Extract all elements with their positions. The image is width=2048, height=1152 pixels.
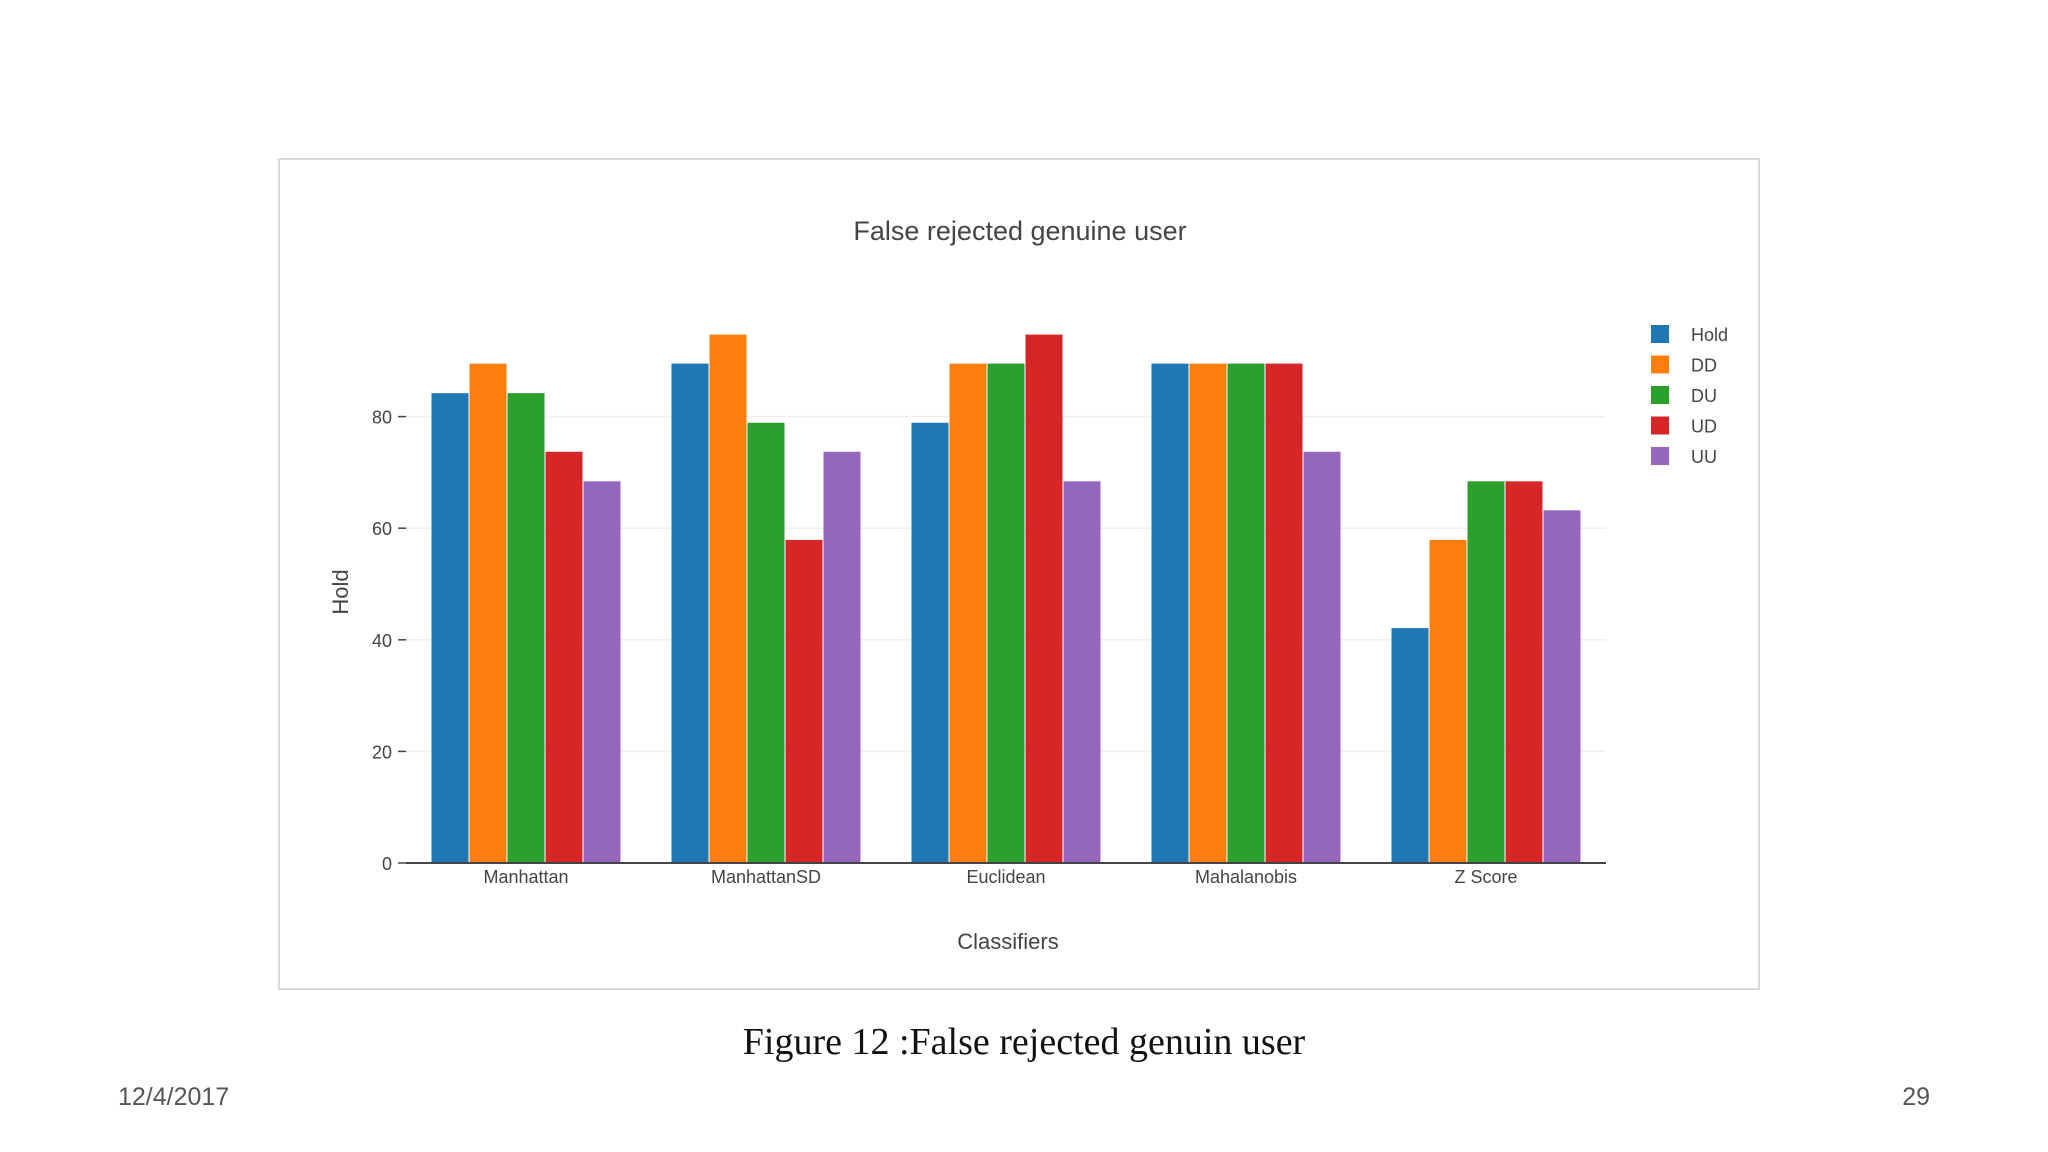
x-tick-label: Z Score bbox=[1454, 867, 1517, 887]
bar-uu-manhattansd[interactable] bbox=[823, 451, 861, 863]
x-tick-label: Mahalanobis bbox=[1195, 867, 1297, 887]
slide-date: 12/4/2017 bbox=[118, 1083, 230, 1111]
bar-du-mahalanobis[interactable] bbox=[1227, 363, 1265, 863]
legend-label[interactable]: UD bbox=[1691, 417, 1717, 437]
legend-swatch[interactable] bbox=[1651, 447, 1669, 465]
legend-label[interactable]: DD bbox=[1691, 356, 1717, 376]
bars bbox=[431, 334, 1581, 864]
bar-hold-manhattansd[interactable] bbox=[671, 363, 709, 863]
legend-swatch[interactable] bbox=[1651, 416, 1669, 435]
bar-uu-z-score[interactable] bbox=[1543, 510, 1581, 863]
legend-swatch[interactable] bbox=[1651, 355, 1669, 374]
y-axis-label: Hold bbox=[328, 569, 353, 614]
bar-dd-z-score[interactable] bbox=[1429, 539, 1467, 863]
chart-title: False rejected genuine user bbox=[853, 216, 1186, 246]
x-tick-label: Manhattan bbox=[483, 867, 568, 887]
bar-dd-manhattansd[interactable] bbox=[709, 334, 747, 864]
x-tick-label: ManhattanSD bbox=[711, 867, 821, 887]
bar-du-manhattansd[interactable] bbox=[747, 422, 785, 863]
legend-swatch[interactable] bbox=[1651, 325, 1669, 343]
y-tick-label: 40 bbox=[372, 631, 392, 651]
legend-label[interactable]: DU bbox=[1691, 386, 1717, 406]
bar-ud-euclidean[interactable] bbox=[1025, 334, 1063, 864]
y-tick-label: 0 bbox=[382, 854, 392, 874]
bar-du-euclidean[interactable] bbox=[987, 363, 1025, 863]
bar-hold-euclidean[interactable] bbox=[911, 422, 949, 863]
bar-dd-euclidean[interactable] bbox=[949, 363, 987, 863]
x-tick-label: Euclidean bbox=[966, 867, 1045, 887]
legend[interactable]: Hold DD DU UD UU bbox=[1651, 325, 1728, 467]
axes: 0 20 40 60 80 Manhattan ManhattanSD Euclidean Ma… bbox=[372, 408, 1606, 887]
legend-label[interactable]: Hold bbox=[1691, 325, 1728, 345]
bar-dd-mahalanobis[interactable] bbox=[1189, 363, 1227, 863]
bar-ud-mahalanobis[interactable] bbox=[1265, 363, 1303, 863]
bar-dd-manhattan[interactable] bbox=[469, 363, 507, 863]
bar-ud-z-score[interactable] bbox=[1505, 481, 1543, 863]
slide-page-number: 29 bbox=[1902, 1083, 1930, 1111]
bar-hold-mahalanobis[interactable] bbox=[1151, 363, 1189, 863]
y-tick-label: 20 bbox=[372, 742, 392, 762]
figure-caption: Figure 12 :False rejected genuin user bbox=[742, 1021, 1306, 1063]
bar-uu-euclidean[interactable] bbox=[1063, 481, 1101, 863]
bar-ud-manhattan[interactable] bbox=[545, 451, 583, 863]
chart-frame: False rejected genuine user Classifiers … bbox=[278, 158, 1760, 990]
bar-chart: False rejected genuine user Classifiers … bbox=[328, 216, 1728, 954]
bar-ud-manhattansd[interactable] bbox=[785, 539, 823, 863]
bar-du-manhattan[interactable] bbox=[507, 393, 545, 863]
legend-label[interactable]: UU bbox=[1691, 447, 1717, 467]
bar-uu-manhattan[interactable] bbox=[583, 481, 621, 863]
bar-du-z-score[interactable] bbox=[1467, 481, 1505, 863]
bar-hold-z-score[interactable] bbox=[1391, 628, 1429, 863]
y-tick-label: 60 bbox=[372, 519, 392, 539]
x-axis-label: Classifiers bbox=[957, 929, 1058, 954]
y-tick-label: 80 bbox=[372, 408, 392, 428]
bar-hold-manhattan[interactable] bbox=[431, 393, 469, 863]
bar-uu-mahalanobis[interactable] bbox=[1303, 451, 1341, 863]
legend-swatch[interactable] bbox=[1651, 386, 1669, 404]
